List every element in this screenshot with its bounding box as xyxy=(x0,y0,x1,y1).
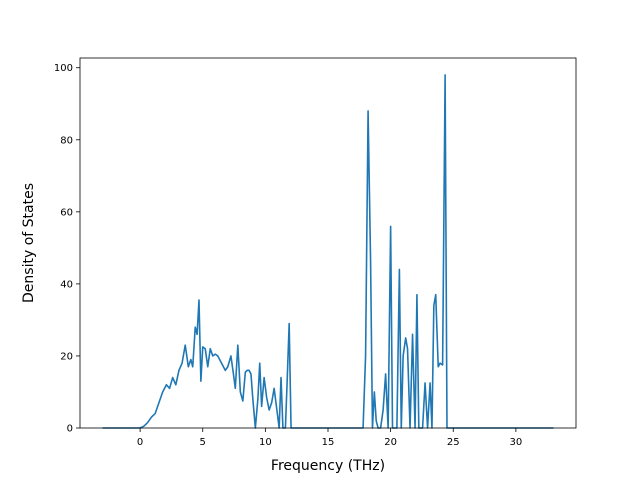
x-tick-label: 10 xyxy=(259,437,272,448)
y-axis-ticks: 0 20 40 60 80 100 xyxy=(54,63,80,435)
plot-marks xyxy=(102,74,554,429)
x-tick-label: 15 xyxy=(322,437,335,448)
y-tick-label: 20 xyxy=(60,351,73,362)
x-tick-label: 30 xyxy=(510,437,523,448)
plot-background xyxy=(80,58,576,428)
x-tick-label: 25 xyxy=(447,437,460,448)
x-tick-label: 0 xyxy=(137,437,143,448)
x-axis-label: Frequency (THz) xyxy=(271,458,385,474)
x-tick-label: 20 xyxy=(384,437,397,448)
y-tick-label: 80 xyxy=(60,135,73,146)
y-tick-label: 100 xyxy=(54,63,73,74)
dos-series-line xyxy=(102,74,554,429)
y-tick-label: 0 xyxy=(67,424,73,435)
y-axis-label: Density of States xyxy=(21,183,37,303)
plot-frame xyxy=(79,57,577,429)
y-tick-label: 40 xyxy=(60,279,73,290)
x-tick-label: 5 xyxy=(200,437,206,448)
y-tick-label: 60 xyxy=(60,207,73,218)
x-axis-ticks: 0 5 10 15 20 25 30 xyxy=(137,428,522,448)
